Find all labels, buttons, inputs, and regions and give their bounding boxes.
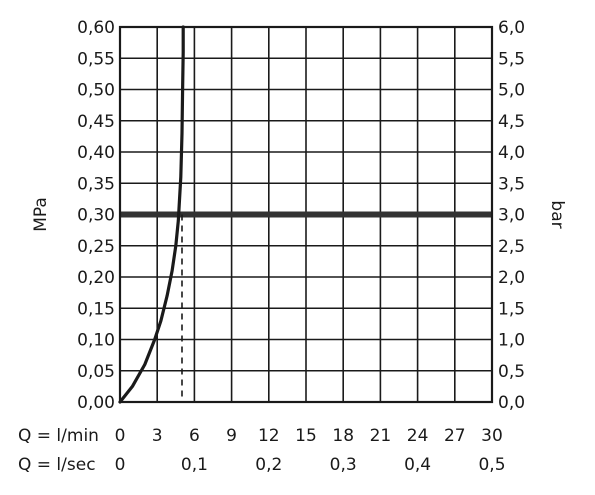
x-secondary-tick-label: 0,3 bbox=[330, 455, 357, 475]
y-right-tick-label: 5,0 bbox=[498, 81, 525, 101]
plot-area bbox=[118, 25, 492, 404]
y-left-tick-label: 0,05 bbox=[77, 362, 115, 382]
y-right-tick-label: 2,5 bbox=[498, 237, 525, 257]
x-primary-tick-label: 21 bbox=[370, 426, 392, 446]
x-secondary-tick-label: 0,1 bbox=[181, 455, 208, 475]
y-axis-right-label: bar bbox=[547, 200, 567, 228]
x-axis-secondary-label: Q = l/sec bbox=[18, 455, 96, 475]
y-left-tick-label: 0,60 bbox=[77, 18, 115, 38]
x-primary-tick-label: 0 bbox=[115, 426, 126, 446]
x-secondary-tick-label: 0,4 bbox=[404, 455, 431, 475]
y-right-tick-label: 3,0 bbox=[498, 206, 525, 226]
y-right-tick-label: 2,0 bbox=[498, 268, 525, 288]
x-primary-tick-label: 15 bbox=[295, 426, 317, 446]
y-left-tick-label: 0,20 bbox=[77, 268, 115, 288]
x-primary-tick-label: 3 bbox=[152, 426, 163, 446]
x-primary-tick-label: 12 bbox=[258, 426, 280, 446]
y-left-tick-label: 0,25 bbox=[77, 237, 115, 257]
y-right-tick-label: 1,0 bbox=[498, 331, 525, 351]
y-left-tick-label: 0,45 bbox=[77, 112, 115, 132]
x-primary-tick-label: 27 bbox=[444, 426, 466, 446]
y-right-tick-label: 3,5 bbox=[498, 174, 525, 194]
flow-curve bbox=[118, 25, 185, 404]
x-primary-tick-label: 9 bbox=[226, 426, 237, 446]
x-secondary-tick-label: 0,5 bbox=[478, 455, 505, 475]
y-left-tick-label: 0,15 bbox=[77, 299, 115, 319]
y-axis-left-label: MPa bbox=[31, 197, 51, 232]
y-left-tick-label: 0,35 bbox=[77, 174, 115, 194]
x-primary-tick-label: 18 bbox=[332, 426, 354, 446]
x-primary-tick-label: 30 bbox=[481, 426, 503, 446]
y-right-tick-label: 4,5 bbox=[498, 112, 525, 132]
y-right-tick-label: 5,5 bbox=[498, 49, 525, 69]
tick-labels: 0,000,050,100,150,200,250,300,350,400,45… bbox=[77, 18, 525, 475]
y-left-tick-label: 0,30 bbox=[77, 206, 115, 226]
x-primary-tick-label: 6 bbox=[189, 426, 200, 446]
y-left-tick-label: 0,00 bbox=[77, 393, 115, 413]
y-right-tick-label: 6,0 bbox=[498, 18, 525, 38]
y-right-tick-label: 1,5 bbox=[498, 299, 525, 319]
x-secondary-tick-label: 0 bbox=[115, 455, 126, 475]
y-right-tick-label: 0,5 bbox=[498, 362, 525, 382]
y-left-tick-label: 0,50 bbox=[77, 81, 115, 101]
y-right-tick-label: 4,0 bbox=[498, 143, 525, 163]
y-right-tick-label: 0,0 bbox=[498, 393, 525, 413]
plot-frame bbox=[118, 25, 494, 404]
y-left-tick-label: 0,10 bbox=[77, 331, 115, 351]
y-left-tick-label: 0,55 bbox=[77, 49, 115, 69]
x-secondary-tick-label: 0,2 bbox=[255, 455, 282, 475]
x-primary-tick-label: 24 bbox=[407, 426, 429, 446]
x-axis-primary-label: Q = l/min bbox=[18, 426, 99, 446]
y-left-tick-label: 0,40 bbox=[77, 143, 115, 163]
